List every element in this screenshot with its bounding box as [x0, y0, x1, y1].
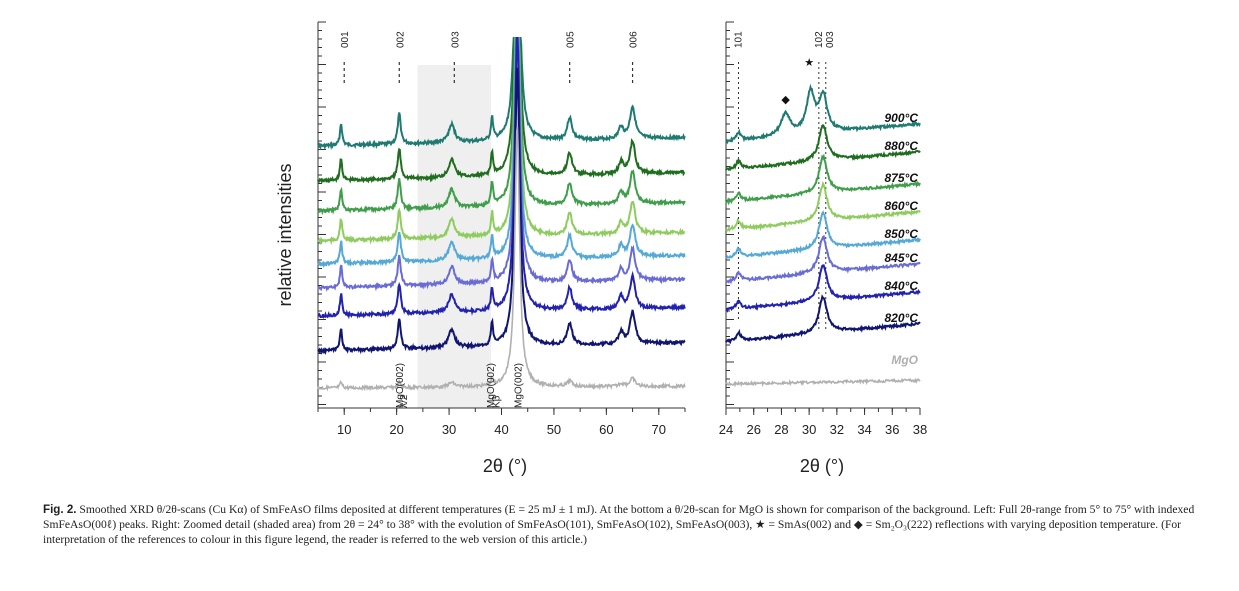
temperature-label: 850°C — [885, 227, 919, 241]
right-series-line — [725, 294, 921, 345]
peak-marker-label: 102 — [814, 31, 825, 48]
substrate-label: MgO(002) — [513, 363, 524, 408]
right-tick-labels: 24 26 28 30 32 34 36 38 — [719, 422, 927, 437]
temperature-label: 860°C — [885, 199, 919, 213]
x-tick-label: 30 — [442, 422, 456, 437]
temperature-label: 840°C — [885, 279, 919, 293]
substrate-label: λ/2 — [399, 394, 410, 408]
right-peak-markers: 101 102 003 ★ ◆ — [733, 31, 836, 330]
x-tick-label: 32 — [830, 422, 844, 437]
right-series-line — [725, 210, 921, 260]
right-series-line — [725, 377, 921, 388]
temperature-label: 820°C — [885, 311, 919, 325]
right-series-line — [725, 180, 921, 233]
x-tick-label: 24 — [719, 422, 733, 437]
peak-marker-label: 003 — [450, 31, 461, 48]
left-series-line — [317, 37, 686, 320]
right-curves — [725, 83, 921, 388]
substrate-label: MgO(002) — [395, 363, 406, 408]
temperature-label: 900°C — [885, 111, 919, 125]
star-symbol: ★ — [804, 56, 814, 69]
left-series-line — [317, 37, 686, 292]
x-tick-label: 30 — [802, 422, 816, 437]
temperature-label: MgO — [891, 353, 918, 367]
right-series-line — [725, 83, 921, 145]
peak-marker-label: 002 — [395, 31, 406, 48]
temperature-label: 845°C — [885, 251, 919, 265]
left-peak-markers: 001 002 003 005 006 — [340, 31, 640, 85]
x-tick-label: 40 — [494, 422, 508, 437]
right-series-line — [725, 234, 921, 285]
temperature-labels: 900°C 880°C 875°C 860°C 850°C 845°C 840°C 820°C… — [885, 111, 919, 367]
x-tick-label: 26 — [746, 422, 760, 437]
x-tick-label: 20 — [389, 422, 403, 437]
y-axis-label: relative intensities — [275, 163, 295, 306]
left-curves — [317, 37, 686, 392]
x-tick-label: 70 — [652, 422, 666, 437]
peak-marker-label: 003 — [825, 31, 836, 48]
substrate-label: Kβ — [491, 395, 502, 408]
left-substrate-labels: MgO(002)λ/2 MgO(002)Kβ MgO(002) — [395, 363, 524, 408]
caption-text: Smoothed XRD θ/2θ-scans (Cu Kα) of SmFeA… — [43, 503, 1195, 546]
x-tick-label: 38 — [913, 422, 927, 437]
peak-marker-label: 006 — [629, 31, 640, 48]
right-x-axis-label: 2θ (°) — [800, 456, 844, 476]
x-tick-label: 34 — [857, 422, 871, 437]
x-tick-label: 28 — [774, 422, 788, 437]
figure-caption: Fig. 2. Smoothed XRD θ/2θ-scans (Cu Kα) … — [43, 502, 1203, 547]
right-axes — [725, 21, 921, 415]
substrate-label: MgO(002) — [486, 363, 497, 408]
left-series-line — [317, 37, 686, 151]
left-series-line — [317, 67, 686, 356]
right-series-line — [725, 153, 921, 206]
left-series-line — [317, 37, 686, 185]
temperature-label: 880°C — [885, 139, 919, 153]
peak-marker-label: 001 — [340, 31, 351, 48]
left-panel: 001 002 003 005 006 10 20 30 40 50 60 70 MgO(002)λ… — [317, 21, 686, 476]
left-x-axis-label: 2θ (°) — [483, 456, 527, 476]
right-series-line — [725, 264, 921, 313]
left-series-line — [317, 37, 686, 269]
x-tick-label: 60 — [599, 422, 613, 437]
x-tick-label: 50 — [547, 422, 561, 437]
right-panel: 101 102 003 ★ ◆ 24 26 28 30 32 34 36 38 900°C 880°C 8… — [719, 21, 927, 476]
figure-label: Fig. 2. — [43, 503, 77, 516]
left-series-line — [317, 126, 686, 392]
left-series-line — [317, 37, 686, 246]
temperature-label: 875°C — [885, 171, 919, 185]
x-tick-label: 36 — [885, 422, 899, 437]
x-tick-label: 10 — [337, 422, 351, 437]
right-series-line — [725, 123, 921, 172]
left-tick-labels: 10 20 30 40 50 60 70 — [337, 422, 666, 437]
left-series-line — [317, 37, 686, 216]
diamond-symbol: ◆ — [781, 93, 790, 106]
peak-marker-label: 005 — [566, 31, 577, 48]
left-axes — [317, 21, 686, 415]
xrd-figure: relative intensities 001 002 003 005 006 10 2… — [275, 21, 927, 476]
peak-marker-label: 101 — [733, 31, 744, 48]
